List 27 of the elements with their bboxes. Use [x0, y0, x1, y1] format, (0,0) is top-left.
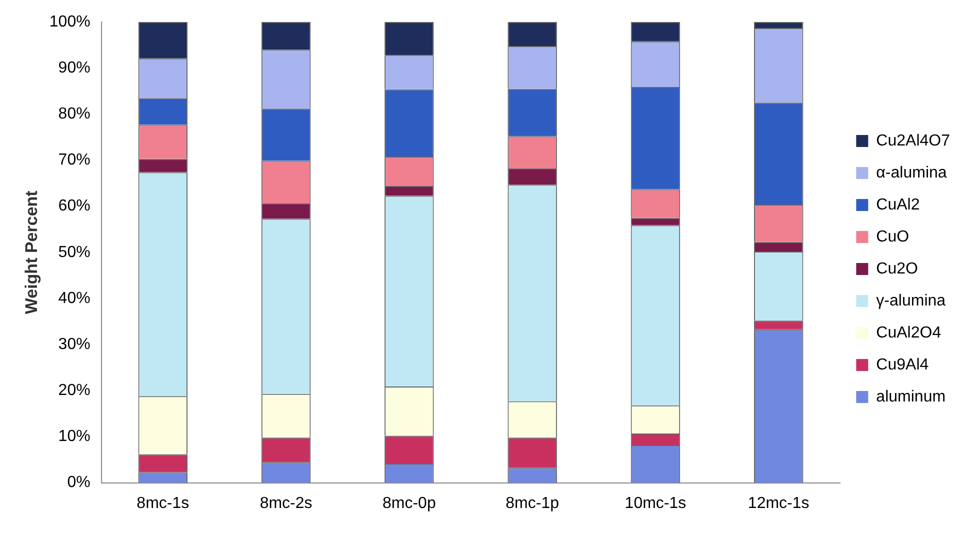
x-tick-label: 8mc-0p [382, 494, 436, 512]
y-axis-title: Weight Percent [22, 190, 41, 314]
legend-label: aluminum [876, 388, 946, 406]
legend-label: CuO [876, 228, 910, 246]
y-tick-label: 10% [58, 428, 90, 446]
y-tick-label: 90% [58, 59, 90, 76]
y-tick-label: 100% [49, 13, 90, 30]
y-tick-label: 70% [58, 152, 90, 169]
legend-label: CuAl2 [876, 196, 920, 214]
legend-label: Cu9Al4 [876, 356, 929, 374]
x-tick-label: 8mc-2s [260, 494, 312, 512]
legend-label: Cu2Al4O7 [876, 132, 950, 150]
x-tick-label: 8mc-1s [136, 494, 190, 512]
legend-label: γ-alumina [876, 292, 946, 310]
x-tick-label: 12mc-1s [748, 494, 810, 512]
y-tick-label: 30% [58, 336, 90, 353]
legend-label: Cu2O [876, 260, 918, 278]
y-tick-label: 20% [58, 382, 90, 400]
y-tick-label: 60% [58, 198, 90, 215]
legend-label: α-alumina [876, 164, 947, 182]
y-tick-label: 0% [67, 474, 90, 492]
y-tick-label: 50% [58, 244, 90, 261]
y-tick-label: 80% [58, 106, 90, 123]
x-tick-label: 8mc-1p [506, 494, 560, 512]
legend-label: CuAl2O4 [876, 324, 942, 342]
y-tick-label: 40% [58, 290, 90, 307]
x-tick-label: 10mc-1s [624, 494, 686, 512]
